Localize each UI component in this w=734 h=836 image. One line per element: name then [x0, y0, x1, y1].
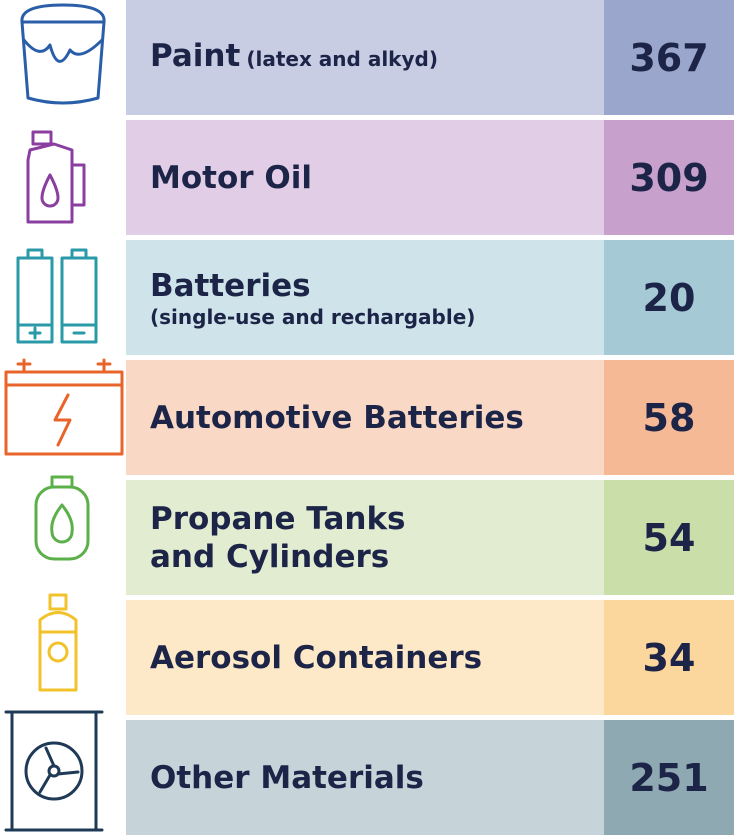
label: Propane Tanks and Cylinders — [150, 500, 430, 576]
label-cell: Aerosol Containers — [126, 600, 604, 715]
value: 251 — [604, 720, 734, 835]
row: Aerosol Containers 34 — [126, 600, 734, 715]
label-text: Propane Tanks and Cylinders — [150, 500, 406, 575]
label: Motor Oil — [150, 159, 604, 197]
row: Batteries (single-use and rechargable) 20 — [126, 240, 734, 355]
value: 34 — [604, 600, 734, 715]
row: Propane Tanks and Cylinders 54 — [126, 480, 734, 595]
label-cell: Motor Oil — [126, 120, 604, 235]
paint-icon — [20, 3, 106, 105]
value: 367 — [604, 0, 734, 115]
label-text: Batteries — [150, 267, 311, 304]
label: Automotive Batteries — [150, 399, 604, 437]
row: Paint (latex and alkyd) 367 — [126, 0, 734, 115]
icons — [4, 3, 124, 832]
value: 58 — [604, 360, 734, 475]
note: (single-use and rechargable) — [150, 304, 476, 329]
row: Other Materials 251 — [126, 720, 734, 835]
label-text: Paint — [150, 38, 241, 74]
car-battery-icon — [4, 358, 124, 456]
label-cell: Other Materials — [126, 720, 604, 835]
label: Batteries — [150, 267, 604, 305]
label-cell: Paint (latex and alkyd) — [126, 0, 604, 115]
label: Paint (latex and alkyd) — [150, 37, 604, 78]
label-text: Aerosol Containers — [150, 639, 483, 676]
value: 309 — [604, 120, 734, 235]
label-cell: Propane Tanks and Cylinders — [126, 480, 604, 595]
label-text: Automotive Batteries — [150, 399, 524, 436]
label-text: Other Materials — [150, 759, 424, 796]
row: Motor Oil 309 — [126, 120, 734, 235]
label: Other Materials — [150, 759, 604, 797]
aerosol-icon — [38, 593, 78, 692]
drum-icon — [4, 710, 104, 832]
label-text: Motor Oil — [150, 159, 312, 196]
label: Aerosol Containers — [150, 639, 604, 677]
note: (latex and alkyd) — [246, 47, 438, 71]
value: 20 — [604, 240, 734, 355]
label-cell: Automotive Batteries — [126, 360, 604, 475]
value: 54 — [604, 480, 734, 595]
batteries-icon — [16, 248, 98, 344]
oil-icon — [26, 130, 86, 224]
row: Automotive Batteries 58 — [126, 360, 734, 475]
propane-icon — [34, 475, 90, 561]
label-cell: Batteries (single-use and rechargable) — [126, 240, 604, 355]
